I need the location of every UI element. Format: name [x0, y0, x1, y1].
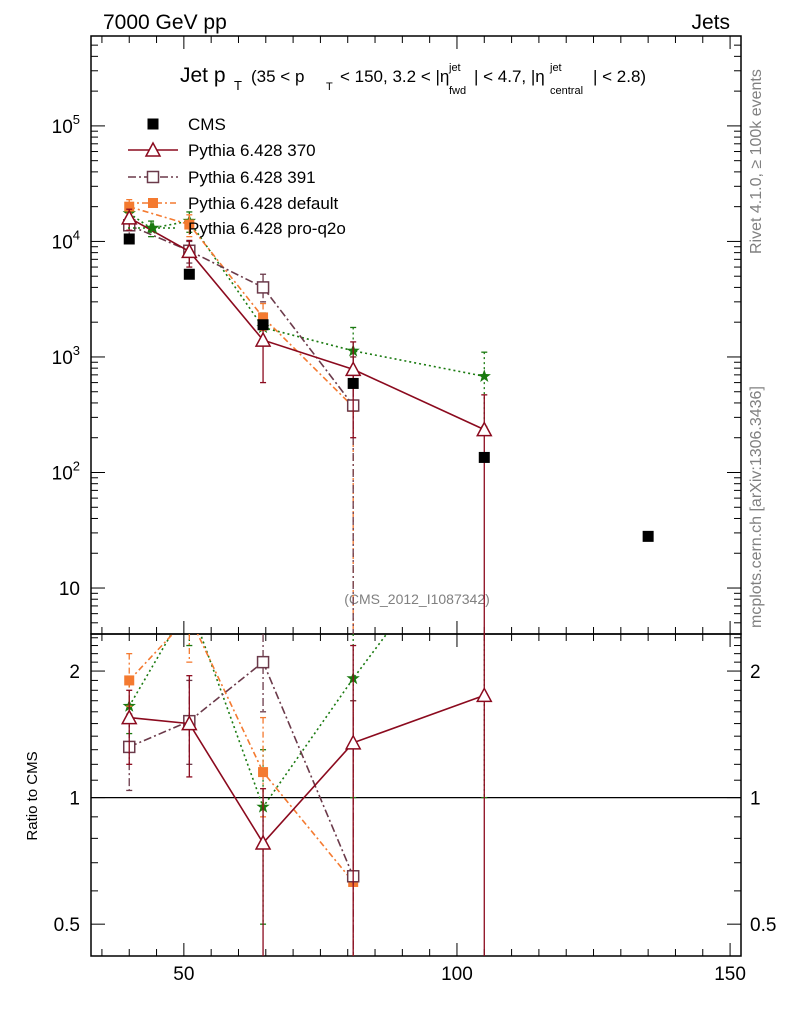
ratio-pq2o-line	[128, 634, 388, 809]
main-pdefault-line	[128, 205, 354, 408]
ratio-p370-point	[120, 709, 138, 725]
axes-group: 50 100 150 10 102 103 104 105 0.5 0.5 1 1 2 2	[52, 35, 776, 985]
ratio-panel-frame	[90, 633, 742, 957]
ratio-axis-label: Ratio to CMS	[24, 751, 41, 840]
x-tick-label: 150	[714, 964, 746, 985]
legend-label-p370: Pythia 6.428 370	[188, 141, 316, 160]
cms-data-point	[347, 377, 359, 389]
ratio-pdefault-point	[124, 675, 135, 686]
cms-data-point	[642, 530, 654, 542]
cms-data-point	[183, 268, 195, 280]
title-tail: | < 2.8)	[593, 67, 646, 86]
legend-marker-cms	[147, 118, 159, 130]
legend-label-p391: Pythia 6.428 391	[188, 168, 316, 187]
cms-data-point	[123, 233, 135, 245]
main-pq2o-line	[128, 212, 485, 378]
ratio-p370-point	[476, 686, 493, 703]
y-tick-label: 105	[52, 112, 80, 138]
title-main: Jet p	[180, 64, 226, 87]
main-pq2o-point	[477, 369, 491, 382]
legend-label-pdefault: Pythia 6.428 default	[188, 194, 339, 213]
title-central-sub: central	[550, 85, 583, 97]
y-tick-label: 104	[52, 227, 80, 253]
mcplots-label: mcplots.cern.ch [arXiv:1306.3436]	[748, 386, 765, 628]
main-p370-line	[128, 217, 485, 431]
plot-title: Jet p T (35 < p T < 150, 3.2 < |η jet fw…	[180, 62, 646, 97]
rivet-version-label: Rivet 4.1.0, ≥ 100k events	[748, 69, 765, 254]
title-range-open: (35 < p	[251, 67, 304, 86]
title-range-sub: T	[326, 81, 333, 93]
ratio-y-tick-label-right: 0.5	[750, 915, 776, 936]
x-tick-label: 100	[441, 964, 473, 985]
x-tick-label: 50	[173, 964, 194, 985]
ratio-p370-line	[129, 694, 485, 845]
category-label: Jets	[691, 11, 730, 34]
energy-label: 7000 GeV pp	[103, 11, 227, 34]
legend-marker-p370	[144, 141, 162, 157]
y-tick-label: 10	[59, 579, 80, 600]
legend-item-cms: CMS	[147, 115, 226, 134]
analysis-watermark: (CMS_2012_I1087342)	[344, 591, 490, 607]
main-p370-point	[181, 242, 198, 259]
legend-item-p370: Pythia 6.428 370	[128, 141, 316, 160]
legend-marker-pq2o	[146, 221, 160, 234]
ratio-y-tick-label: 1	[69, 789, 80, 810]
main-p391-line	[128, 224, 354, 406]
title-jet-sup-1: jet	[448, 62, 461, 74]
ratio-y-tick-label-right: 2	[750, 662, 761, 683]
legend-label-pq2o: Pythia 6.428 pro-q2o	[188, 219, 346, 238]
legend-item-pq2o: Pythia 6.428 pro-q2o	[128, 219, 346, 238]
main-pdefault-point	[184, 219, 195, 230]
main-pdefault-point	[124, 201, 135, 212]
main-pdefault-point	[258, 312, 269, 323]
main-p370-point	[254, 331, 272, 347]
ratio-p391-line	[128, 660, 354, 877]
ratio-pdefault-line	[128, 634, 354, 883]
ratio-p391-point	[256, 655, 270, 669]
ratio-pdefault-point	[258, 767, 269, 778]
main-p370-point	[476, 421, 493, 437]
ratio-p370-point	[254, 834, 272, 850]
y-tick-label: 102	[52, 458, 80, 484]
main-p391-point	[256, 281, 270, 294]
legend-item-p391: Pythia 6.428 391	[128, 168, 316, 187]
title-jet-sup-2: jet	[549, 62, 562, 74]
ratio-y-tick-label: 0.5	[54, 915, 80, 936]
ratio-p370-point	[344, 734, 362, 750]
cms-data-point	[257, 319, 269, 331]
ratio-y-tick-label: 2	[69, 662, 80, 683]
y-tick-label: 103	[52, 343, 80, 369]
main-p370-point	[344, 360, 362, 377]
cms-data-point	[478, 451, 490, 463]
ratio-y-tick-label-right: 1	[750, 789, 761, 810]
legend-marker-pdefault	[148, 198, 158, 208]
legend: CMS Pythia 6.428 370 Pythia 6.428 391 Pythi…	[128, 115, 346, 238]
legend-marker-p391	[146, 170, 160, 184]
main-p370-point	[120, 209, 138, 225]
ratio-panel-marks	[120, 634, 493, 956]
title-mid2: | < 4.7, |η	[474, 67, 545, 86]
title-main-sub: T	[234, 78, 242, 93]
title-range-mid: < 150, 3.2 < |η	[340, 67, 449, 86]
legend-label-cms: CMS	[188, 115, 226, 134]
ratio-p370-point	[181, 714, 198, 731]
main-panel-marks	[120, 198, 654, 634]
title-fwd-sub: fwd	[449, 85, 466, 97]
legend-item-pdefault: Pythia 6.428 default	[128, 194, 339, 213]
